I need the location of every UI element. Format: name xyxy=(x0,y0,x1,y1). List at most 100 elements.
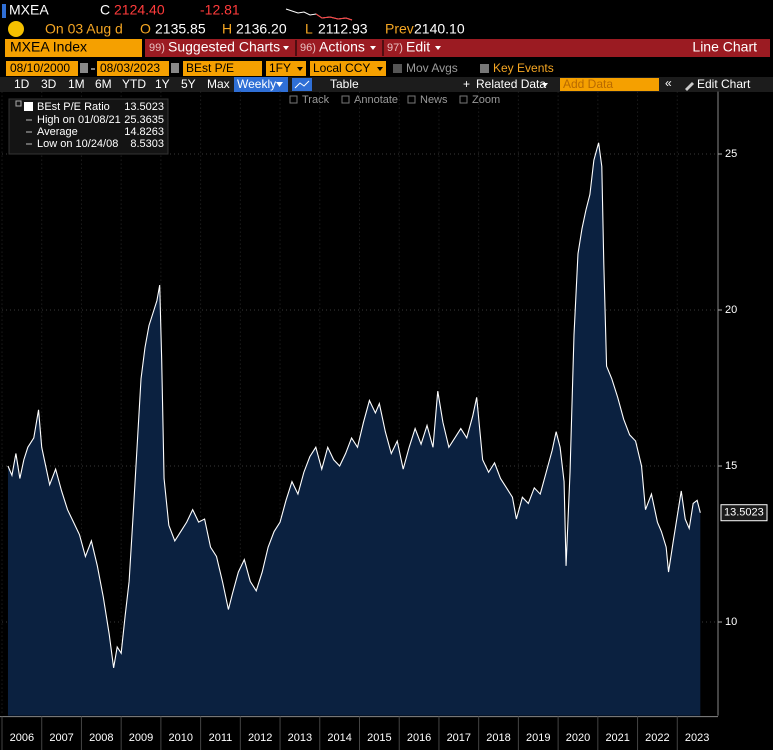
range-button[interactable]: 1M xyxy=(68,77,85,91)
frequency[interactable]: Weekly xyxy=(237,77,276,91)
y-tick-label: 15 xyxy=(725,460,737,472)
tool-icon xyxy=(341,95,350,104)
x-tick-label: 2007 xyxy=(49,732,73,744)
legend-collapse[interactable] xyxy=(15,100,22,107)
close-label: C xyxy=(100,2,110,18)
x-tick-label: 2015 xyxy=(367,732,391,744)
dropdown-arrow xyxy=(276,82,283,87)
range-button[interactable]: 1D xyxy=(14,77,30,91)
field[interactable]: BEst P/E xyxy=(186,61,234,75)
x-tick-label: 2021 xyxy=(605,732,629,744)
x-tick-label: 2020 xyxy=(566,732,590,744)
menu-number: 99) xyxy=(149,42,165,54)
tool-button[interactable]: News xyxy=(420,94,448,106)
calendar-icon[interactable] xyxy=(80,63,88,73)
last-value-box xyxy=(720,504,768,522)
x-tick-label: 2008 xyxy=(89,732,113,744)
tool-button[interactable]: Zoom xyxy=(472,94,500,106)
tool-icon xyxy=(289,95,298,104)
legend-stat-label: Low on 10/24/08 xyxy=(37,138,118,150)
end-date[interactable]: 08/03/2023 xyxy=(100,61,160,75)
change: -12.81 xyxy=(200,2,240,18)
period-box[interactable] xyxy=(266,61,306,76)
legend-stat-value: 14.8263 xyxy=(124,126,164,138)
x-tick-label: 2012 xyxy=(248,732,272,744)
currency[interactable]: Local CCY xyxy=(313,61,370,75)
menu-number: 96) xyxy=(300,42,316,54)
plus: + xyxy=(463,77,470,91)
calendar-icon[interactable] xyxy=(171,63,179,73)
edit-chart[interactable]: Edit Chart xyxy=(697,77,751,91)
menu-label: Edit xyxy=(406,39,430,55)
tools: Track Annotate News Zoom xyxy=(289,94,500,106)
line-icon-glyph xyxy=(294,80,310,89)
legend-value: 13.5023 xyxy=(124,101,164,113)
legend-box xyxy=(8,98,169,155)
tool-button[interactable]: Annotate xyxy=(354,94,398,106)
menu-actions[interactable]: 96) Actions xyxy=(300,39,376,55)
start-date-box[interactable] xyxy=(6,61,78,76)
mov-avgs[interactable]: Mov Avgs xyxy=(406,61,458,75)
security[interactable]: MXEA Index xyxy=(10,39,87,55)
legend-stat-label: Average xyxy=(37,126,78,138)
x-tick-label: 2009 xyxy=(129,732,153,744)
legend-series: BEst P/E Ratio xyxy=(37,101,110,113)
x-tick-label: 2014 xyxy=(327,732,351,744)
status-icon xyxy=(8,21,24,37)
x-tick-label: 2018 xyxy=(486,732,510,744)
range-button[interactable]: 6M xyxy=(95,77,112,91)
sparkline-down xyxy=(315,13,353,21)
related-data[interactable]: Related Data xyxy=(476,77,546,91)
ticker-flag xyxy=(2,4,6,18)
end-date-box[interactable] xyxy=(97,61,169,76)
range-button[interactable]: 5Y xyxy=(181,77,196,91)
low-label: L xyxy=(305,21,313,37)
start-date[interactable]: 08/10/2000 xyxy=(10,61,70,75)
close: 2124.40 xyxy=(114,2,165,18)
chart-kind: Line Chart xyxy=(692,39,757,55)
legend-stat-value: 8.5303 xyxy=(130,138,164,150)
legend-swatch xyxy=(24,102,33,111)
key-events[interactable]: Key Events xyxy=(493,61,554,75)
security-box[interactable] xyxy=(5,39,142,57)
checkbox[interactable] xyxy=(480,64,489,73)
high-label: H xyxy=(222,21,232,37)
frequency-box[interactable] xyxy=(234,77,288,92)
period[interactable]: 1FY xyxy=(269,61,291,75)
x-tick-label: 2013 xyxy=(288,732,312,744)
y-tick-label: 25 xyxy=(725,148,737,160)
menu-suggested[interactable]: 99) Suggested Charts xyxy=(149,39,289,55)
quote-date: On 03 Aug d xyxy=(45,21,123,37)
table-button[interactable]: Table xyxy=(330,77,359,91)
x-tick-label: 2010 xyxy=(169,732,193,744)
x-tick-label: 2022 xyxy=(645,732,669,744)
legend-stat-label: High on 01/08/21 xyxy=(37,114,121,126)
line xyxy=(7,142,701,668)
x-tick-label: 2011 xyxy=(209,732,233,744)
legend-stat-value: 25.3635 xyxy=(124,114,164,126)
range-button[interactable]: Max xyxy=(207,77,230,91)
plot: 10 15 20 25 2006 2007 2008 2009 2010 2011 2012 2013… xyxy=(0,91,768,750)
add-data-box[interactable] xyxy=(560,78,659,91)
x-tick-label: 2017 xyxy=(447,732,471,744)
menu-label: Actions xyxy=(319,39,365,55)
tool-icon xyxy=(459,95,468,104)
dropdown-arrow xyxy=(435,46,441,50)
range-button[interactable]: 1Y xyxy=(155,77,170,91)
checkbox[interactable] xyxy=(393,64,402,73)
collapse[interactable]: « xyxy=(665,76,672,90)
tool-button[interactable]: Track xyxy=(302,94,330,106)
menu-edit[interactable]: 97) Edit xyxy=(387,39,441,55)
range-button[interactable]: 3D xyxy=(41,77,57,91)
add-data[interactable]: Add Data xyxy=(563,77,613,91)
range-buttons: 1D 3D 1M 6M YTD 1Y 5Y Max xyxy=(14,77,230,91)
x-tick-label: 2006 xyxy=(10,732,34,744)
dropdown-arrow xyxy=(283,46,289,50)
currency-box[interactable] xyxy=(310,61,386,76)
range-button[interactable]: YTD xyxy=(122,77,146,91)
field-box[interactable] xyxy=(183,61,262,76)
pencil-icon xyxy=(685,82,694,91)
last-value: 13.5023 xyxy=(724,507,764,519)
